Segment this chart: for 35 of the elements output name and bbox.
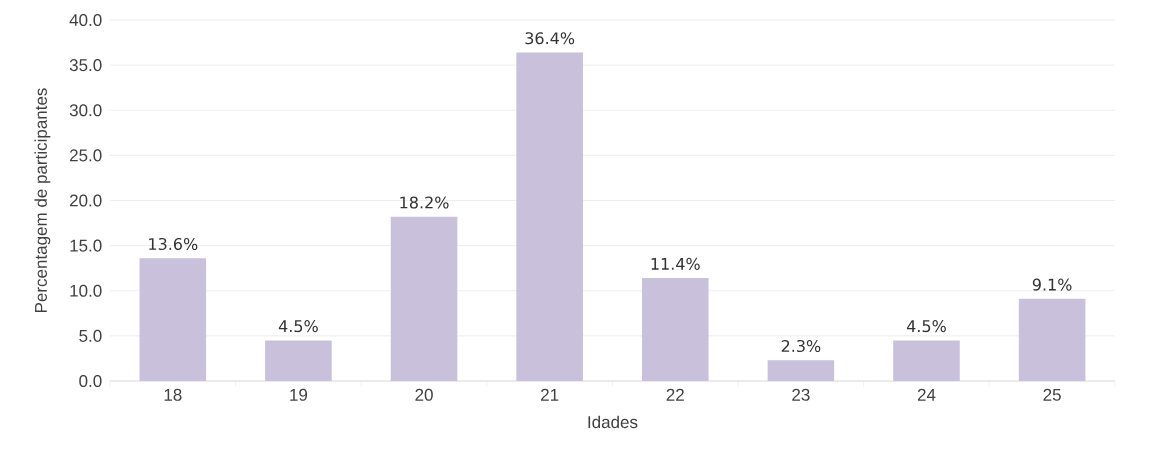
x-tick-label: 25 — [1043, 388, 1061, 401]
y-tick-label: 15.0 — [70, 239, 102, 252]
x-tick-label: 22 — [666, 388, 684, 401]
bar — [139, 258, 207, 381]
data-label: 4.5% — [906, 320, 946, 333]
data-label: 2.3% — [781, 339, 821, 353]
y-tick-label: 20.0 — [70, 194, 102, 207]
y-tick-label: 0.0 — [79, 374, 102, 388]
x-tick-label: 21 — [541, 388, 559, 401]
y-tick-label: 35.0 — [69, 59, 102, 72]
y-tick-label: 5.0 — [79, 329, 102, 342]
bar — [893, 340, 960, 381]
y-tick-label: 40.0 — [69, 13, 102, 27]
data-label: 4.5% — [278, 320, 318, 333]
bar — [641, 278, 709, 381]
x-tick-label: 20 — [415, 388, 433, 401]
x-tick-label: 24 — [917, 388, 936, 401]
y-tick-label: 10.0 — [70, 284, 102, 297]
bar — [516, 52, 583, 381]
y-tick-label: 30.0 — [69, 104, 102, 117]
x-tick-label: 19 — [290, 388, 308, 401]
x-tick-label: 18 — [164, 388, 182, 401]
y-tick-label: 25.0 — [70, 149, 102, 162]
y-axis-title: Percentagem de participantes — [34, 88, 51, 313]
data-label: 36.4% — [525, 32, 575, 45]
data-label: 13.6% — [149, 237, 198, 251]
x-tick-label: 23 — [792, 388, 810, 401]
bar — [767, 360, 835, 381]
bar — [390, 216, 458, 381]
data-label: 9.1% — [1032, 278, 1072, 291]
data-label: 11.4% — [651, 257, 700, 270]
bar — [265, 340, 332, 381]
x-axis-title: Idades — [588, 415, 638, 429]
bar — [1018, 298, 1086, 381]
data-label: 18.2% — [400, 196, 449, 209]
